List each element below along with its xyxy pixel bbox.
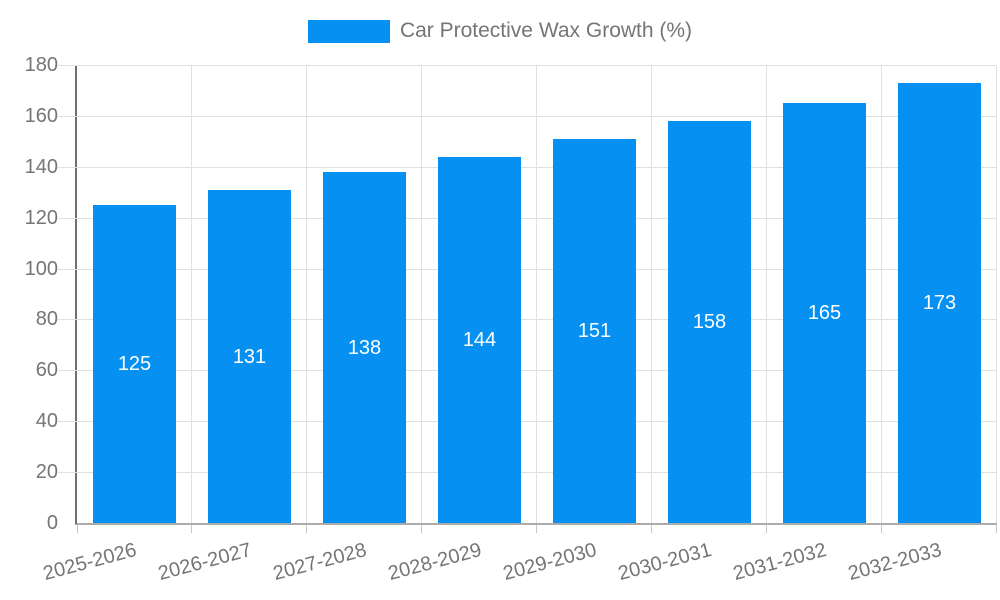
h-gridline (58, 167, 997, 168)
h-gridline (58, 319, 997, 320)
bar-value-label: 151 (577, 320, 612, 342)
v-gridline (306, 65, 307, 523)
x-axis-tick (766, 525, 767, 533)
v-gridline (421, 65, 422, 523)
y-axis-label: 80 (35, 308, 58, 331)
bar-value-label: 173 (922, 292, 957, 314)
y-axis-label: 100 (24, 257, 58, 280)
h-gridline (58, 65, 997, 66)
h-gridline (58, 472, 997, 473)
y-axis-label: 0 (46, 512, 58, 534)
x-axis-tick (77, 525, 78, 533)
x-axis-tick (306, 525, 307, 533)
y-axis-label: 140 (24, 155, 58, 178)
bar (438, 157, 521, 523)
y-axis-label: 60 (35, 359, 58, 382)
y-axis-label: 40 (35, 410, 58, 433)
bar (783, 103, 866, 523)
bar-value-label: 138 (347, 337, 382, 359)
y-axis-label: 180 (24, 54, 58, 76)
y-axis-label: 160 (24, 104, 58, 127)
bar (898, 83, 981, 523)
plot-area: 125 131 138 144 151 158 165 173 (58, 65, 997, 533)
bar (323, 172, 406, 523)
h-gridline (58, 421, 997, 422)
h-gridline (58, 116, 997, 117)
v-gridline (766, 65, 767, 523)
legend-swatch (307, 19, 390, 43)
v-gridline (191, 65, 192, 523)
v-gridline (651, 65, 652, 523)
chart-legend: Car Protective Wax Growth (%) (0, 19, 1000, 43)
v-gridline (536, 65, 537, 523)
x-axis-tick (536, 525, 537, 533)
x-axis-tick (651, 525, 652, 533)
y-axis-label: 20 (35, 461, 58, 484)
v-gridline (996, 65, 997, 523)
bar (93, 205, 176, 523)
bar-value-label: 165 (807, 302, 842, 324)
bar (208, 190, 291, 523)
x-axis-tick (191, 525, 192, 533)
y-axis-label: 120 (24, 206, 58, 229)
bar-value-label: 158 (692, 311, 727, 333)
bar-value-label: 144 (462, 329, 497, 351)
x-axis-tick (421, 525, 422, 533)
bar (553, 139, 636, 523)
h-gridline (58, 370, 997, 371)
bar (668, 121, 751, 523)
legend-label: Car Protective Wax Growth (%) (399, 19, 693, 42)
x-axis-tick (881, 525, 882, 533)
h-gridline (58, 218, 997, 219)
x-axis-tick (996, 525, 997, 533)
h-gridline (58, 269, 997, 270)
v-gridline (881, 65, 882, 523)
bar-value-label: 131 (232, 346, 267, 368)
bar-value-label: 125 (117, 353, 152, 375)
